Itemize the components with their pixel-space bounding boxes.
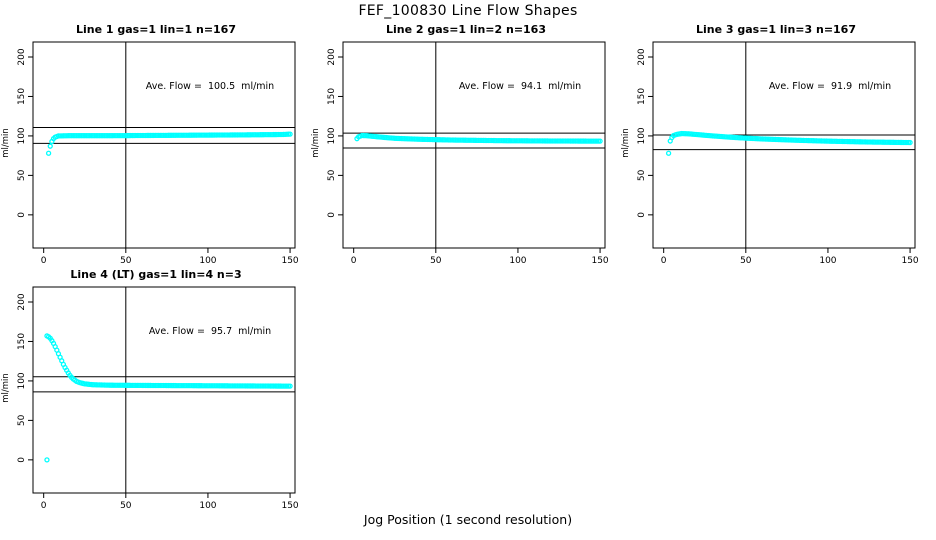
ave-flow-annotation-line-2: Ave. Flow = 94.1 ml/min <box>458 81 582 92</box>
x-tick-label: 0 <box>41 256 47 266</box>
subplot-line-2: 0 50 100 150 0 50 100 150 200 Line 2 gas=1 lin=2… <box>310 20 622 270</box>
x-tick-label: 50 <box>740 256 752 266</box>
y-tick-label: 0 <box>637 212 647 218</box>
y-tick-label: 50 <box>17 169 27 181</box>
x-tick-label: 50 <box>430 256 442 266</box>
y-tick-label: 200 <box>327 48 337 65</box>
y-tick-label: 50 <box>637 169 647 181</box>
x-tick-label: 150 <box>901 256 918 266</box>
y-axis-label-line-4: ml/min <box>1 373 11 403</box>
y-tick-label: 150 <box>637 88 647 105</box>
flow-point <box>287 383 293 389</box>
subplot-line-4: 0 50 100 150 0 50 100 150 200 Line 4 (LT) gas=1 … <box>0 265 312 515</box>
plot-box <box>652 41 916 249</box>
y-tick-label: 200 <box>637 48 647 65</box>
x-tick-label: 100 <box>199 501 216 511</box>
x-tick-label: 150 <box>281 501 298 511</box>
ave-flow-annotation-line-1: Ave. Flow = 100.5 ml/min <box>145 81 275 92</box>
plot-area-line-4: 0 50 100 150 0 50 100 150 200 <box>17 286 299 511</box>
x-tick-label: 100 <box>509 256 526 266</box>
y-tick-label: 50 <box>17 414 27 426</box>
y-tick-label: 150 <box>327 88 337 105</box>
flow-point <box>597 138 603 144</box>
y-tick-label: 0 <box>17 457 27 463</box>
x-tick-label: 0 <box>351 256 357 266</box>
plot-box <box>342 41 606 249</box>
plot-box <box>32 41 296 249</box>
flow-outlier-point <box>45 150 52 156</box>
ave-flow-annotation-line-4: Ave. Flow = 95.7 ml/min <box>148 326 272 337</box>
y-tick-label: 100 <box>637 127 647 144</box>
plot-area-line-2: 0 50 100 150 0 50 100 150 200 <box>327 41 609 266</box>
plot-box <box>32 286 296 494</box>
ave-flow-annotation-line-3: Ave. Flow = 91.9 ml/min <box>768 81 892 92</box>
x-tick-label: 100 <box>199 256 216 266</box>
x-tick-label: 0 <box>41 501 47 511</box>
y-tick-label: 0 <box>327 212 337 218</box>
subplot-title-line-1: Line 1 gas=1 lin=1 n=167 <box>75 23 236 36</box>
y-tick-label: 150 <box>17 88 27 105</box>
x-tick-label: 150 <box>281 256 298 266</box>
y-axis-label-line-1: ml/min <box>1 128 11 158</box>
x-tick-label: 0 <box>661 256 667 266</box>
y-tick-label: 100 <box>327 127 337 144</box>
y-tick-label: 50 <box>327 169 337 181</box>
y-axis-label-line-3: ml/min <box>621 128 631 158</box>
y-tick-label: 100 <box>17 127 27 144</box>
flow-outlier-point <box>665 150 672 156</box>
subplot-line-1: 0 50 100 150 0 50 100 150 200 Line 1 gas=1 lin=1… <box>0 20 312 270</box>
subplot-line-3: 0 50 100 150 0 50 100 150 200 Line 3 gas=1 lin=3… <box>620 20 932 270</box>
x-tick-label: 150 <box>591 256 608 266</box>
subplot-title-line-3: Line 3 gas=1 lin=3 n=167 <box>695 23 856 36</box>
y-tick-label: 100 <box>17 372 27 389</box>
y-tick-label: 150 <box>17 333 27 350</box>
x-axis-label: Jog Position (1 second resolution) <box>363 512 573 527</box>
flow-outlier-point <box>44 457 50 463</box>
flow-point <box>47 143 53 149</box>
flow-point <box>287 131 293 137</box>
x-tick-label: 50 <box>120 501 132 511</box>
y-tick-label: 200 <box>17 293 27 310</box>
subplot-title-line-4: Line 4 (LT) gas=1 lin=4 n=3 <box>70 268 242 281</box>
main-title: FEF_100830 Line Flow Shapes <box>358 3 578 19</box>
x-tick-label: 50 <box>120 256 132 266</box>
y-tick-label: 0 <box>17 212 27 218</box>
flow-point <box>907 139 913 146</box>
y-tick-label: 200 <box>17 48 27 65</box>
x-tick-label: 100 <box>819 256 836 266</box>
plot-area-line-3: 0 50 100 150 0 50 100 150 200 <box>637 41 919 266</box>
y-axis-label-line-2: ml/min <box>311 128 321 158</box>
plot-area-line-1: 0 50 100 150 0 50 100 150 200 <box>17 41 299 266</box>
subplot-title-line-2: Line 2 gas=1 lin=2 n=163 <box>385 23 546 36</box>
